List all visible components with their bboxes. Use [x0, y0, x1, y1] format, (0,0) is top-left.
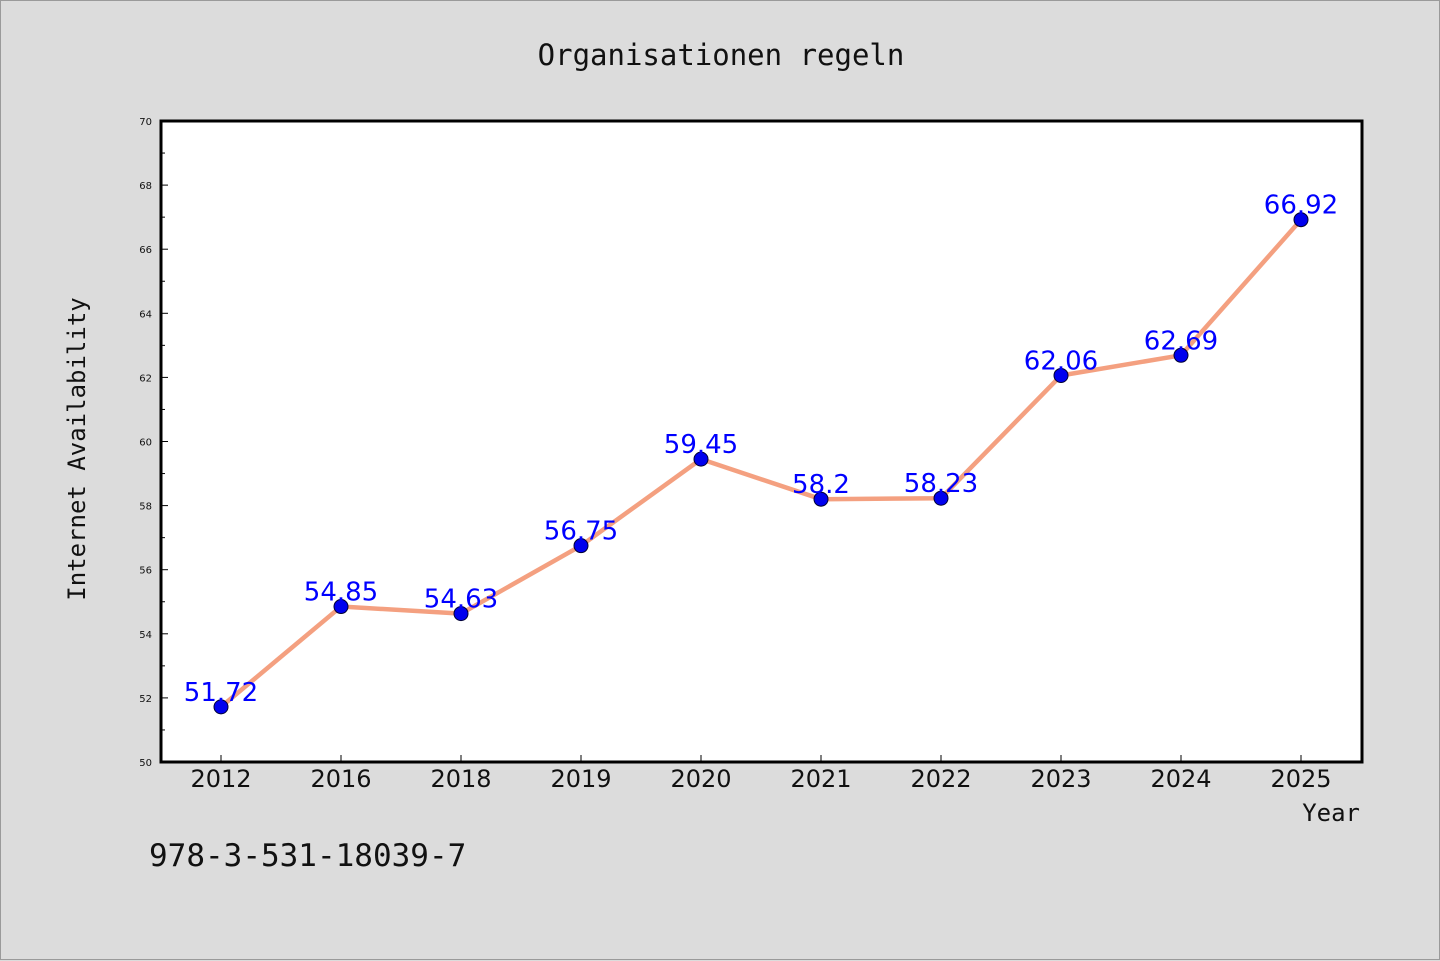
x-tick-label: 2025 — [1270, 765, 1331, 793]
y-tick-label: 62 — [139, 373, 152, 384]
data-label: 66.92 — [1264, 191, 1338, 221]
y-tick-label: 50 — [139, 758, 152, 769]
x-tick-label: 2020 — [670, 765, 731, 793]
y-axis-label: Internet Availability — [63, 297, 91, 600]
data-label: 54.85 — [304, 578, 378, 608]
data-label: 56.75 — [544, 517, 618, 547]
y-tick-label: 70 — [139, 117, 152, 128]
plot-area — [161, 121, 1362, 762]
chart-title: Organisationen regeln — [538, 38, 905, 72]
data-point — [573, 538, 589, 554]
y-tick-label: 58 — [139, 502, 152, 513]
data-point — [1293, 212, 1309, 228]
y-tick-label: 68 — [139, 181, 152, 192]
x-tick-label: 2024 — [1150, 765, 1211, 793]
y-tick-label: 64 — [139, 309, 152, 320]
x-tick-label: 2018 — [430, 765, 491, 793]
x-tick-label: 2019 — [550, 765, 611, 793]
data-label: 51.72 — [184, 678, 258, 708]
y-tick-label: 60 — [139, 438, 152, 449]
isbn-annotation: 978-3-531-18039-7 — [149, 838, 466, 874]
data-point — [1053, 367, 1069, 383]
x-tick-label: 2012 — [190, 765, 251, 793]
x-tick-label: 2022 — [910, 765, 971, 793]
x-axis-ticks: 2012 2016 2018 2019 2020 2021 2022 2023 2024 2025 — [190, 755, 1332, 793]
y-axis-ticks: 50 52 54 56 58 60 62 64 66 68 70 — [139, 117, 168, 769]
data-point — [213, 699, 229, 715]
plot-border — [159, 119, 1364, 764]
data-label: 62.06 — [1024, 346, 1098, 376]
data-labels: 51.72 54.85 54.63 56.75 59.45 58.2 58.23 62.06 6… — [184, 191, 1338, 708]
y-tick-label: 56 — [139, 566, 152, 577]
data-label: 62.69 — [1144, 326, 1218, 356]
x-axis-label: Year — [1302, 799, 1360, 827]
data-label: 59.45 — [664, 430, 738, 460]
series-line-group — [218, 217, 1304, 710]
x-tick-label: 2023 — [1030, 765, 1091, 793]
data-point — [1173, 347, 1189, 363]
y-tick-label: 52 — [139, 694, 152, 705]
data-point — [453, 606, 469, 622]
data-label: 58.2 — [792, 470, 850, 500]
series-line — [218, 217, 1304, 710]
data-label: 58.23 — [904, 469, 978, 499]
y-tick-label: 54 — [139, 630, 152, 641]
x-tick-label: 2016 — [310, 765, 371, 793]
data-point — [693, 451, 709, 467]
data-point — [813, 491, 829, 507]
data-point — [333, 599, 349, 615]
data-markers — [213, 212, 1309, 715]
data-point — [933, 490, 949, 506]
data-label: 54.63 — [424, 585, 498, 615]
y-tick-label: 66 — [139, 245, 152, 256]
x-tick-label: 2021 — [790, 765, 851, 793]
